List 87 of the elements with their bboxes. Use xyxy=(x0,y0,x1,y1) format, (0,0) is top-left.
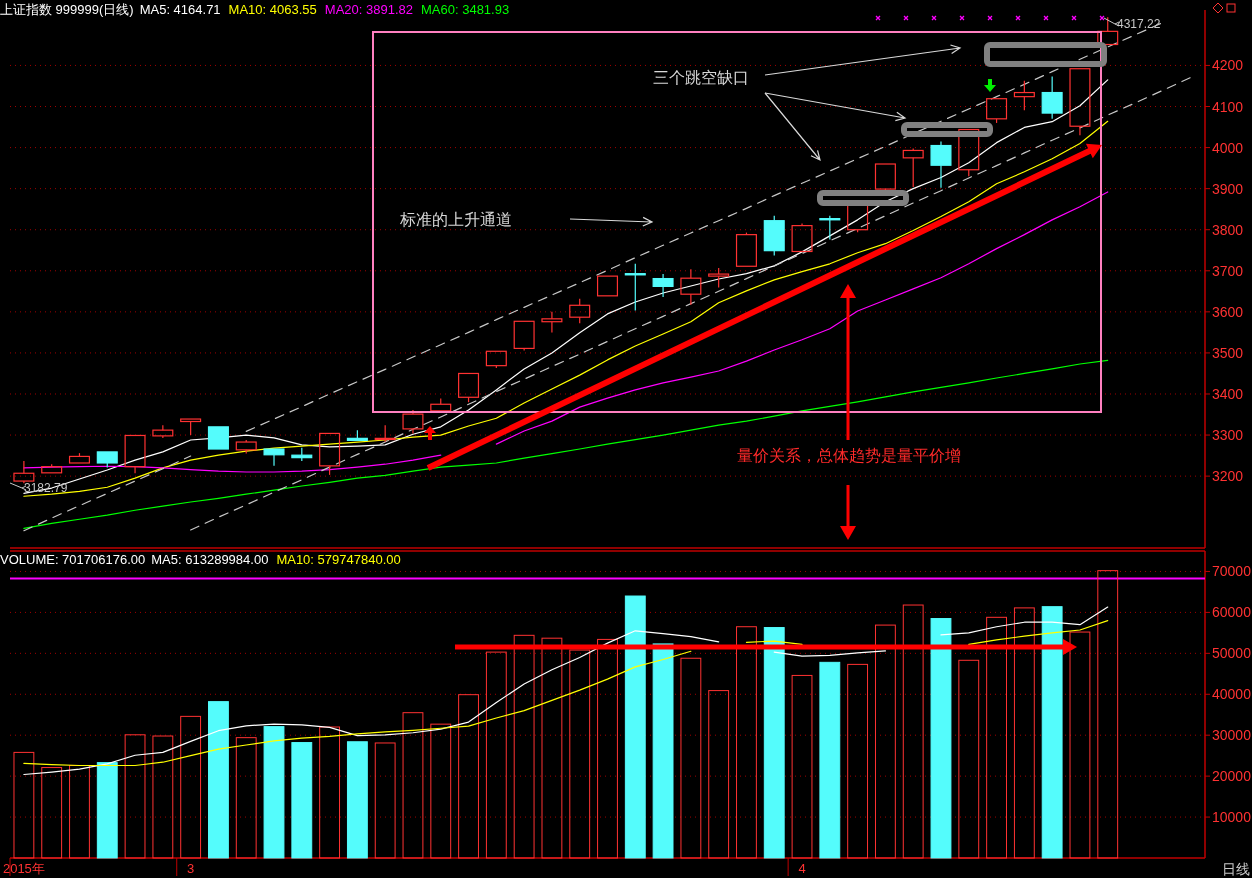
bar xyxy=(319,726,341,859)
candlestick xyxy=(124,434,146,474)
y-tick-label: 4000 xyxy=(1212,139,1244,156)
y-tick-label: 3700 xyxy=(1212,262,1244,279)
bar xyxy=(958,659,980,859)
bar xyxy=(485,651,507,859)
y-tick-label: 50000 xyxy=(1212,645,1252,662)
candlestick xyxy=(513,320,535,352)
bar xyxy=(847,663,869,859)
bar xyxy=(902,604,924,859)
y-tick-label: 3200 xyxy=(1212,468,1244,485)
y-tick-label: 3600 xyxy=(1212,303,1244,320)
text: MA20: 3891.82 xyxy=(324,2,413,17)
bar xyxy=(180,715,202,859)
bar xyxy=(402,712,424,859)
y-tick-label: 3300 xyxy=(1212,427,1244,444)
bar xyxy=(458,694,479,859)
x-tick-label: 2015年 xyxy=(2,861,45,876)
candlestick xyxy=(680,268,702,306)
bar xyxy=(374,742,396,859)
y-tick-label: 3400 xyxy=(1212,385,1244,402)
text: MA60: 3481.93 xyxy=(420,2,510,17)
text: MA10: 4063.55 xyxy=(228,2,317,17)
candlestick xyxy=(596,275,619,297)
x-tick-label: 3 xyxy=(187,861,195,876)
bar xyxy=(763,627,785,859)
bar xyxy=(791,674,813,859)
bar xyxy=(346,741,368,859)
bar xyxy=(986,616,1007,859)
y-tick-label: 20000 xyxy=(1212,768,1252,785)
annotation: 三个跳空缺口 xyxy=(653,69,749,86)
annotation: 标准的上升通道 xyxy=(399,211,512,228)
bar xyxy=(291,742,313,859)
line-series xyxy=(23,359,1109,529)
bar xyxy=(235,737,257,859)
bar xyxy=(152,735,174,859)
y-tick-label: 30000 xyxy=(1212,727,1252,744)
annotation: 4317.22 xyxy=(1117,17,1161,31)
bar xyxy=(1097,570,1119,859)
y-tick-label: 3800 xyxy=(1212,221,1244,238)
y-tick-label: 40000 xyxy=(1212,686,1252,703)
bar xyxy=(708,690,730,859)
y-tick-label: 70000 xyxy=(1212,563,1252,580)
bar xyxy=(1069,631,1091,859)
candlestick xyxy=(930,140,952,189)
chart-title: VOLUME: 701706176.00 xyxy=(0,552,146,567)
y-tick-label: 4200 xyxy=(1212,57,1244,74)
candlestick xyxy=(207,426,229,450)
bar xyxy=(41,767,63,859)
bar xyxy=(652,643,674,859)
annotation: 量价关系，总体趋势是量平价增 xyxy=(737,447,961,464)
bar xyxy=(874,624,896,859)
x-tick-label: 4 xyxy=(798,861,806,876)
bar xyxy=(1041,606,1063,859)
candlestick xyxy=(541,311,563,333)
bar xyxy=(1013,607,1035,859)
bar xyxy=(624,595,646,859)
text: MA5: 613289984.00 xyxy=(151,552,269,567)
bar xyxy=(263,726,285,859)
bar xyxy=(930,618,952,859)
bar xyxy=(96,762,118,859)
candlestick xyxy=(1069,68,1091,136)
candlestick xyxy=(902,147,924,188)
bar xyxy=(13,751,35,859)
text: MA5: 4164.71 xyxy=(139,2,221,17)
bar xyxy=(124,734,146,859)
text: MA10: 579747840.00 xyxy=(276,552,401,567)
candlestick xyxy=(263,448,285,467)
y-tick-label: 3500 xyxy=(1212,344,1244,361)
bar xyxy=(208,701,229,859)
bar xyxy=(736,626,757,859)
bar xyxy=(597,638,618,859)
text: 日线 xyxy=(1222,861,1250,877)
y-tick-label: 60000 xyxy=(1212,604,1252,621)
y-tick-label: 3900 xyxy=(1212,180,1244,197)
candlestick xyxy=(791,222,813,253)
y-tick-label: 4100 xyxy=(1212,98,1244,115)
bar xyxy=(513,634,535,859)
candlestick xyxy=(652,273,674,298)
chart-title: 上证指数 999999(日线) xyxy=(0,2,134,17)
y-tick-label: 10000 xyxy=(1212,809,1252,826)
bar xyxy=(430,723,452,859)
bar xyxy=(541,637,563,859)
bar xyxy=(680,657,702,859)
bar xyxy=(569,649,591,859)
bar xyxy=(819,661,841,859)
bar xyxy=(69,764,90,859)
